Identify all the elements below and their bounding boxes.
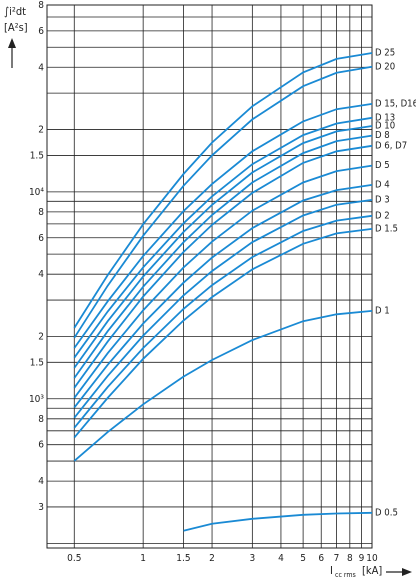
curve — [73, 164, 373, 399]
y-tick-label: 8 — [38, 414, 44, 425]
x-tick-label: 2 — [209, 553, 215, 564]
series-label: D 6, D7 — [375, 140, 407, 151]
curve — [73, 310, 373, 462]
x-axis-label: I — [330, 564, 333, 577]
x-tick-label: 6 — [318, 553, 324, 564]
y-tick-label: 4 — [38, 62, 44, 73]
series-label: D 1.5 — [375, 223, 398, 234]
x-tick-label: 4 — [278, 553, 284, 564]
curve — [73, 103, 373, 349]
x-tick-label: 5 — [300, 553, 306, 564]
y-tick-label: 6 — [38, 26, 44, 37]
y-axis-label: ∫i²dt — [4, 5, 26, 18]
y-tick-label: 1.5 — [30, 357, 44, 368]
plot-frame — [46, 4, 373, 549]
series-label: D 15, D16 — [375, 98, 416, 109]
curve — [73, 65, 373, 339]
y-tick-label: 4 — [38, 476, 44, 487]
y-tick-label: 2 — [38, 125, 44, 136]
y-tick-label: 10⁴ — [29, 187, 44, 198]
series-label: D 20 — [375, 61, 395, 72]
curve — [73, 144, 373, 389]
series-label: D 2 — [375, 210, 390, 221]
y-tick-label: 8 — [38, 0, 44, 11]
x-axis-label-sub: cc rms — [335, 571, 356, 579]
curve — [73, 184, 373, 409]
series-label: D 3 — [375, 194, 390, 205]
y-axis-unit: [A²s] — [4, 21, 28, 34]
y-tick-label: 4 — [38, 269, 44, 280]
curve — [73, 52, 373, 329]
series-label: D 8 — [375, 130, 390, 141]
series-label: D 13 — [375, 112, 395, 123]
x-axis-unit: [kA] — [362, 564, 382, 577]
series-label: D 10 — [375, 121, 395, 132]
y-tick-label: 1.5 — [30, 150, 44, 161]
curve — [73, 125, 373, 369]
x-tick-label: 0.5 — [67, 553, 81, 564]
curve — [183, 511, 373, 532]
x-arrow — [386, 568, 412, 576]
x-tick-label: 7 — [334, 553, 340, 564]
x-tick-label: 10 — [366, 553, 378, 564]
series-label: D 25 — [375, 47, 395, 58]
curve — [73, 116, 373, 359]
series-label: D 5 — [375, 160, 390, 171]
y-tick-label: 2 — [38, 331, 44, 342]
y-tick-label: 6 — [38, 440, 44, 451]
curve — [73, 134, 373, 379]
curve — [73, 199, 373, 419]
series-label: D 1 — [375, 305, 390, 316]
y-tick-label: 8 — [38, 207, 44, 218]
y-tick-label: 10³ — [29, 394, 44, 405]
series-label: D 0.5 — [375, 507, 398, 518]
y-tick-label: 3 — [38, 502, 44, 513]
x-tick-label: 1 — [140, 553, 146, 564]
series-label: D 4 — [375, 179, 390, 190]
x-tick-label: 1.5 — [176, 553, 190, 564]
curve — [73, 228, 373, 439]
curve — [73, 214, 373, 429]
x-tick-label: 9 — [359, 553, 365, 564]
x-tick-label: 8 — [347, 553, 353, 564]
y-arrow — [8, 38, 16, 68]
x-tick-label: 3 — [249, 553, 255, 564]
y-tick-label: 6 — [38, 233, 44, 244]
